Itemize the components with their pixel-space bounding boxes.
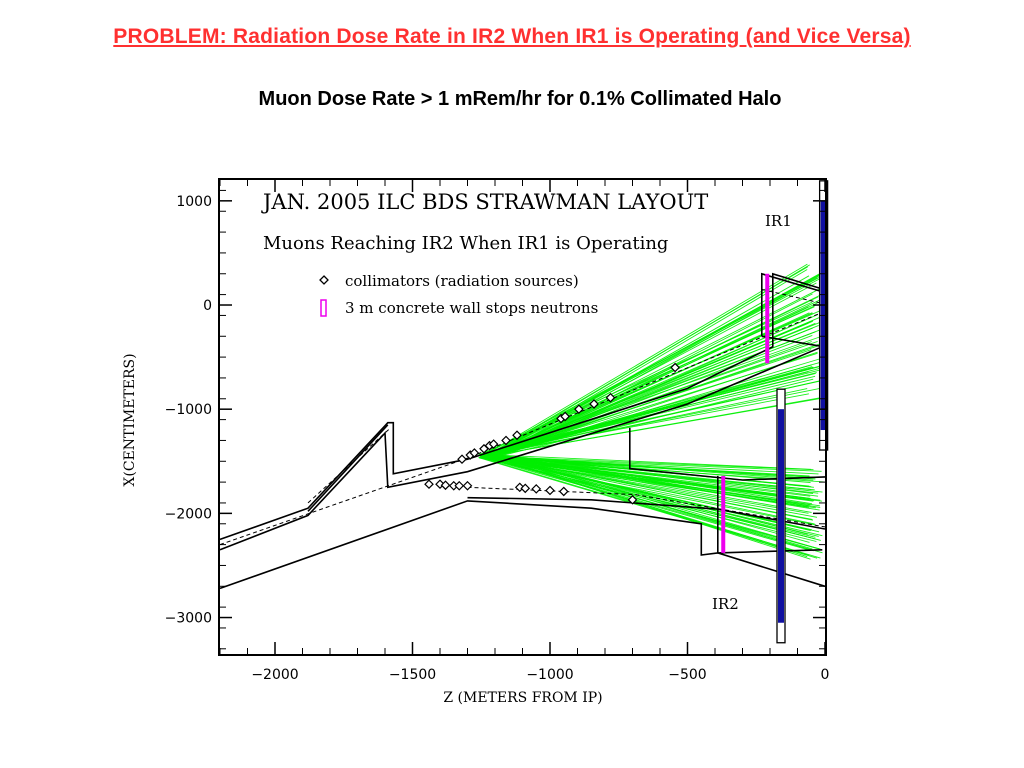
muon-track	[492, 269, 808, 455]
muon-track	[487, 454, 814, 481]
muon-track	[490, 457, 822, 472]
collimator-point-19	[462, 480, 473, 491]
collimator-point-6	[501, 435, 511, 446]
muon-track	[490, 324, 819, 459]
x-tick-label: −1500	[389, 667, 436, 683]
y-tick-label: −3000	[165, 611, 212, 627]
collimator-point-5	[488, 439, 499, 449]
muon-tracks	[478, 263, 824, 560]
x-tick-label: −1000	[526, 667, 573, 683]
muon-track	[488, 380, 821, 455]
muon-track	[479, 456, 821, 559]
beamline-outline-7	[717, 475, 826, 588]
x-tick-label: −500	[668, 667, 706, 683]
collimator-point-20	[514, 482, 525, 493]
collimator-point-12	[605, 392, 616, 403]
beamline-outline-1	[219, 345, 823, 551]
beam-axis-0	[219, 310, 826, 546]
beamline-outline-3	[467, 496, 826, 530]
muon-track	[479, 455, 818, 518]
collimator-point-16	[440, 480, 451, 491]
page-headline: PROBLEM: Radiation Dose Rate in IR2 When…	[113, 25, 911, 48]
x-tick-label: 0	[821, 667, 830, 683]
muon-track	[487, 349, 812, 457]
collimator-point-25	[627, 494, 638, 505]
muon-track	[479, 301, 813, 456]
legend-label-collimators: collimators (radiation sources)	[345, 272, 579, 290]
collimator-point-23	[545, 485, 555, 496]
chart-subtitle: Muons Reaching IR2 When IR1 is Operating	[263, 233, 668, 254]
beamline-outline-8	[307, 424, 389, 512]
legend: collimators (radiation sources) 3 m conc…	[319, 272, 598, 317]
collimator-point-10	[574, 404, 584, 415]
concrete-wall-1	[721, 475, 726, 553]
chart-title: JAN. 2005 ILC BDS STRAWMAN LAYOUT	[261, 190, 708, 214]
annotation-ir2: IR2	[712, 595, 739, 613]
beam-axis-3	[761, 288, 826, 305]
legend-wall-icon	[320, 299, 327, 317]
axes: −2000 −1500 −1000 −500 0 1000 0 −1000 −2000 −3000	[165, 180, 830, 683]
y-tick-label: −1000	[165, 402, 212, 418]
muon-track	[491, 306, 809, 455]
concrete-wall-0	[765, 273, 770, 364]
muon-track	[480, 456, 817, 542]
muon-track	[491, 454, 812, 470]
muon-track	[489, 454, 819, 537]
muon-track	[486, 454, 813, 550]
muon-track	[491, 456, 811, 497]
y-tick-label: 0	[203, 298, 212, 314]
detector-ir2	[778, 409, 784, 623]
muon-track	[481, 366, 819, 456]
x-tick-label: −2000	[251, 667, 298, 683]
beamline-geometry	[219, 272, 826, 590]
page-subheadline: Muon Dose Rate > 1 mRem/hr for 0.1% Coll…	[258, 88, 782, 110]
muon-track	[480, 393, 809, 456]
collimator-point-22	[531, 484, 542, 494]
collimator-point-24	[558, 486, 569, 497]
collimator-point-2	[469, 448, 480, 458]
beamline-outline-6	[761, 272, 826, 337]
muon-track	[492, 277, 818, 458]
collimator-point-21	[520, 483, 531, 494]
y-tick-label: −2000	[165, 506, 212, 522]
collimator-point-13	[670, 362, 680, 373]
annotation-ir1: IR1	[765, 212, 792, 230]
muon-track	[484, 367, 823, 457]
muon-track	[486, 456, 815, 491]
y-tick-label: 1000	[176, 194, 212, 210]
muon-track	[487, 388, 808, 457]
collimator-point-14	[424, 479, 434, 490]
legend-label-wall: 3 m concrete wall stops neutrons	[345, 299, 598, 317]
muon-track	[485, 397, 824, 458]
muon-track	[490, 455, 820, 511]
y-axis-label: X(CENTIMETERS)	[122, 353, 138, 486]
muon-track	[481, 263, 808, 458]
muon-track	[494, 456, 808, 558]
plot-frame	[218, 178, 827, 656]
muon-track	[480, 456, 810, 477]
collimator-point-11	[589, 399, 599, 409]
collimator-point-0	[457, 454, 467, 465]
muon-track	[487, 312, 813, 456]
collimator-point-9	[560, 411, 570, 422]
legend-diamond-icon	[319, 275, 329, 285]
muon-track	[480, 454, 820, 533]
collimator-point-7	[512, 430, 522, 441]
collimator-point-18	[454, 480, 465, 491]
x-axis-label: Z (METERS FROM IP)	[443, 690, 602, 706]
beamline-outline-0	[219, 272, 826, 541]
beam-axis-1	[307, 427, 391, 504]
beam-axis-2	[467, 486, 826, 528]
muon-track	[485, 266, 809, 457]
muon-track	[485, 273, 821, 459]
